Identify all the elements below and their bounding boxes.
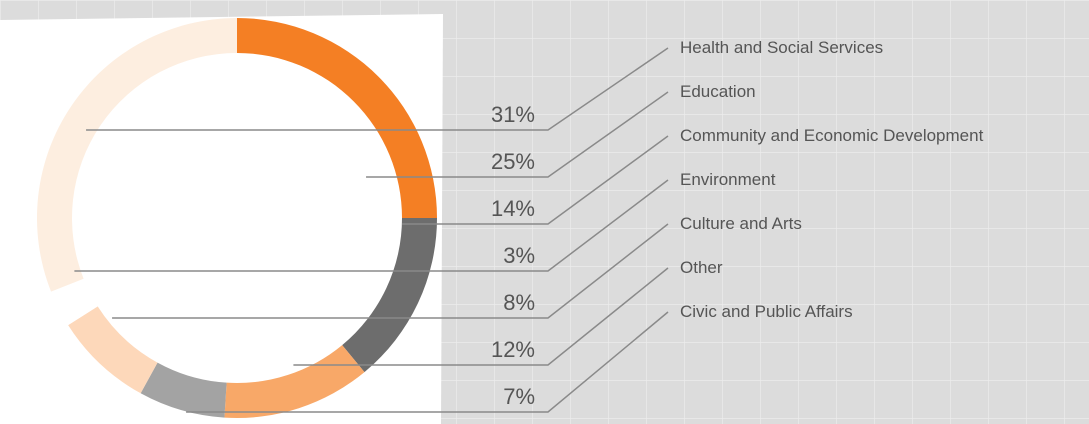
- legend-label: Education: [680, 82, 756, 101]
- donut-slice: [68, 306, 158, 394]
- donut-slice: [51, 278, 98, 326]
- leader-line: [186, 311, 669, 413]
- legend-label: Other: [680, 258, 723, 277]
- leader-line: [402, 135, 669, 225]
- donut-slice: [342, 218, 437, 373]
- leader-line: [74, 179, 669, 272]
- value-label: 25%: [491, 149, 535, 174]
- legend-label: Civic and Public Affairs: [680, 302, 853, 321]
- value-label: 31%: [491, 102, 535, 127]
- value-label: 14%: [491, 196, 535, 221]
- legend-label: Health and Social Services: [680, 38, 883, 57]
- donut-slice: [36, 18, 237, 292]
- leader-line: [112, 223, 669, 319]
- value-label: 7%: [503, 384, 535, 409]
- legend-label: Environment: [680, 170, 776, 189]
- legend-label: Culture and Arts: [680, 214, 802, 233]
- value-label: 12%: [491, 337, 535, 362]
- value-label: 3%: [503, 243, 535, 268]
- donut-slice: [224, 345, 365, 418]
- legend-label: Community and Economic Development: [680, 126, 984, 145]
- leader-line: [293, 267, 669, 366]
- value-label: 8%: [503, 290, 535, 315]
- donut-slice: [237, 18, 437, 218]
- donut-slice: [140, 362, 227, 418]
- leader-line: [86, 47, 669, 131]
- leader-line: [366, 91, 669, 178]
- panel: [0, 14, 443, 424]
